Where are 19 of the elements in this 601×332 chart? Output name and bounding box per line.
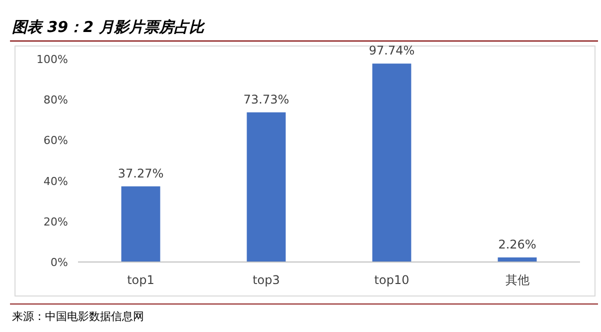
y-tick-label: 60% <box>44 134 68 148</box>
x-tick-label: 其他 <box>505 273 530 287</box>
y-tick-label: 0% <box>50 256 68 269</box>
y-tick-label: 40% <box>44 174 68 188</box>
data-label: 37.27% <box>118 166 164 180</box>
data-label: 2.26% <box>498 237 536 252</box>
chart-title: 图表 39：2 月影片票房占比 <box>12 18 206 36</box>
y-tick-label: 100% <box>36 53 68 66</box>
bar <box>121 186 160 262</box>
x-tick-label: top1 <box>127 273 154 287</box>
bar <box>246 112 286 262</box>
source-note: 来源：中国电影数据信息网 <box>12 310 144 323</box>
x-tick-label: top3 <box>252 273 280 287</box>
bar <box>372 64 412 262</box>
y-tick-label: 80% <box>44 94 68 107</box>
y-tick-label: 20% <box>44 215 68 228</box>
data-label: 73.73% <box>243 92 290 106</box>
x-tick-label: top10 <box>374 273 410 287</box>
data-label: 97.74% <box>368 44 415 58</box>
